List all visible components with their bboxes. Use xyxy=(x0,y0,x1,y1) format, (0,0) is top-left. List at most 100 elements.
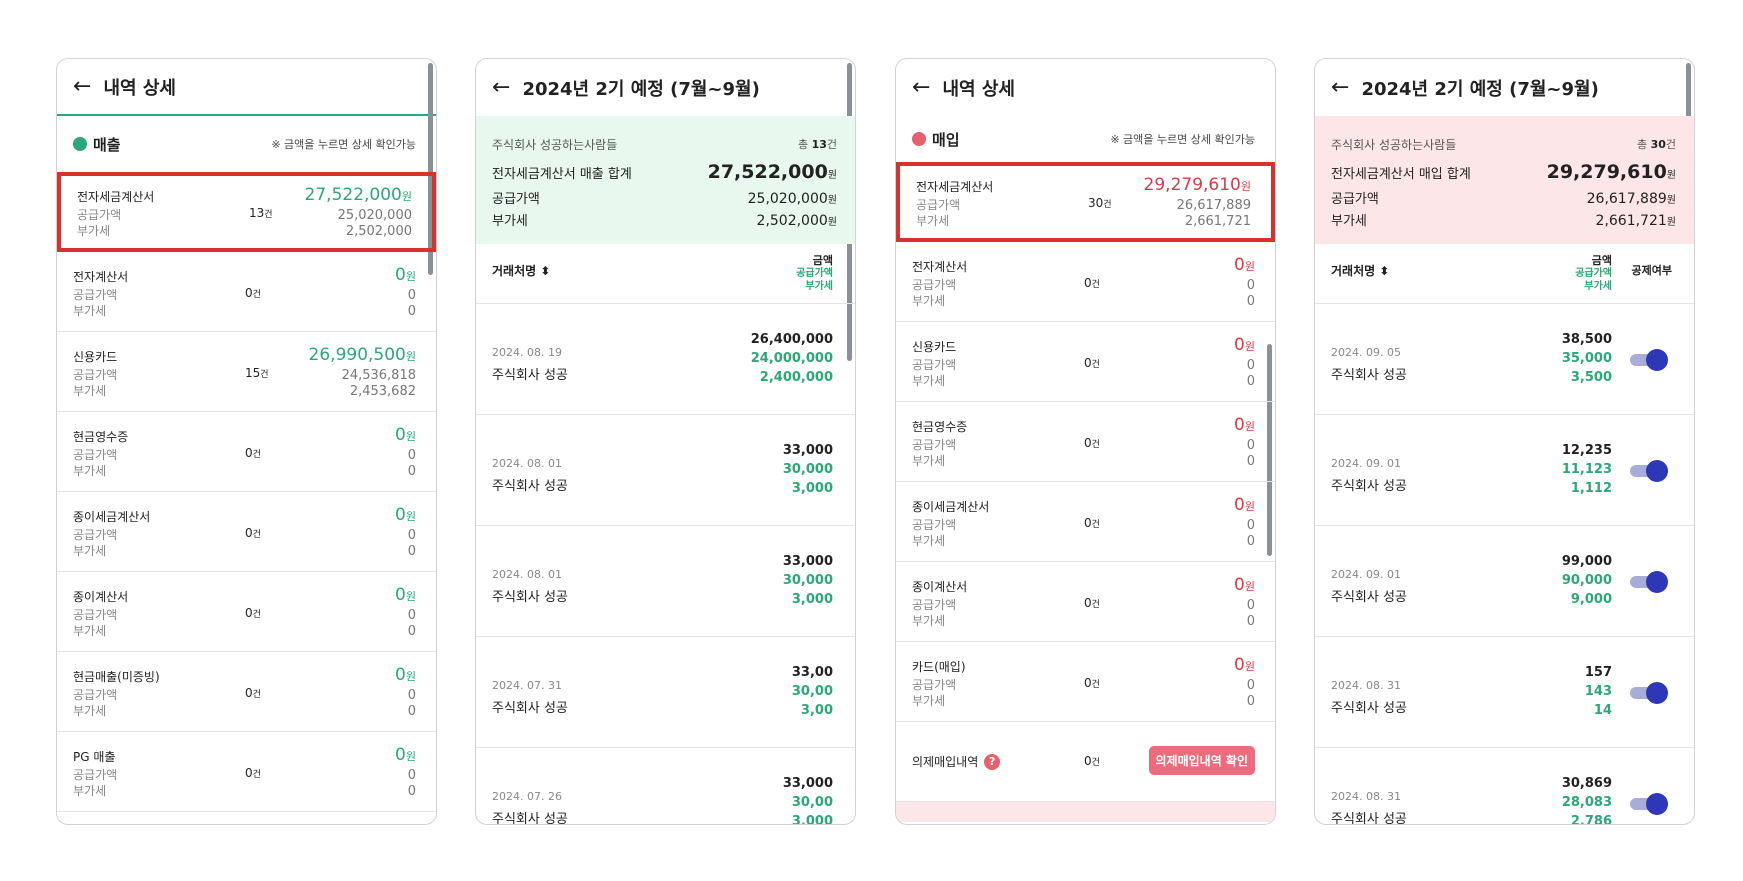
table-row[interactable]: 2024. 07. 31 주식회사 성공 33,00 30,00 3,00 xyxy=(476,637,855,748)
row-amount[interactable]: 26,990,500원 xyxy=(309,345,416,365)
row-amount[interactable]: 0원 xyxy=(395,665,416,685)
row-vendor: 주식회사 성공 xyxy=(492,701,568,716)
deduct-toggle[interactable] xyxy=(1630,460,1668,482)
row-amount[interactable]: 0원 xyxy=(1234,335,1255,355)
supply-value: 0 xyxy=(407,688,416,703)
supply-value: 26,617,889 xyxy=(1176,198,1251,213)
count-unit: 건 xyxy=(1091,280,1100,290)
summary-row[interactable]: 종이계산서 공급가액 부가세 0건 0원 0 0 xyxy=(57,572,436,652)
row-count: 0건 xyxy=(245,766,261,780)
summary-row[interactable]: 종이세금계산서 공급가액 부가세 0건 0원 0 0 xyxy=(896,482,1275,562)
tax-label: 부가세 xyxy=(73,544,107,558)
row-amount[interactable]: 0원 xyxy=(1234,255,1255,275)
count-value: 15 xyxy=(245,366,261,380)
back-arrow-icon[interactable]: ← xyxy=(492,75,511,100)
summary-row-highlighted[interactable]: 전자세금계산서 공급가액 부가세 13건 27,522,000원 25,020,000 2,… xyxy=(57,172,436,252)
summary-row[interactable]: 종이세금계산서 공급가액 부가세 0건 0원 0 0 xyxy=(57,492,436,572)
row-tax: 2,786 xyxy=(1570,814,1612,825)
amount-value: 0 xyxy=(395,425,406,445)
won-unit: 원 xyxy=(1244,420,1255,433)
row-amount[interactable]: 0원 xyxy=(395,265,416,285)
help-icon[interactable]: ? xyxy=(984,753,1001,770)
summary-row[interactable]: 현금매출(미증빙) 공급가액 부가세 0건 0원 0 0 xyxy=(57,652,436,732)
summary-row[interactable]: 현금영수증 공급가액 부가세 0건 0원 0 0 xyxy=(57,412,436,492)
sales-summary-panel: ← 내역 상세 매출 ※ 금액을 누르면 상세 확인가능 전자세금계산서 공급가액… xyxy=(56,58,437,825)
row-vendor: 주식회사 성공 xyxy=(492,812,568,825)
row-amount[interactable]: 29,279,610원 xyxy=(1144,175,1251,195)
won-unit: 원 xyxy=(1244,260,1255,273)
sort-icon[interactable]: ⬍ xyxy=(1379,264,1390,278)
hint-note: ※ 금액을 누르면 상세 확인가능 xyxy=(1110,133,1255,146)
table-row[interactable]: 2024. 09. 05 주식회사 성공 38,500 35,000 3,500 xyxy=(1315,304,1694,415)
vendor-column-header[interactable]: 거래처명 ⬍ xyxy=(492,264,551,278)
row-count: 0건 xyxy=(1084,516,1100,530)
sort-icon[interactable]: ⬍ xyxy=(540,264,551,278)
row-amount[interactable]: 0원 xyxy=(395,585,416,605)
row-vendor: 주식회사 성공 xyxy=(492,590,568,605)
summary-row[interactable]: 현금영수증 공급가액 부가세 0건 0원 0 0 xyxy=(896,402,1275,482)
back-arrow-icon[interactable]: ← xyxy=(1331,75,1350,100)
supply-value: 0 xyxy=(407,608,416,623)
count-unit: 건 xyxy=(252,770,261,780)
row-amount[interactable]: 27,522,000원 xyxy=(305,185,412,205)
table-row[interactable]: 2024. 08. 31 주식회사 성공 157 143 14 xyxy=(1315,637,1694,748)
row-count: 0건 xyxy=(245,526,261,540)
tax-value: 0 xyxy=(407,624,416,639)
scrollbar[interactable] xyxy=(1267,344,1272,556)
supply-label: 공급가액 xyxy=(912,598,957,612)
summary-row[interactable]: 카드(매입) 공급가액 부가세 0건 0원 0 0 xyxy=(896,642,1275,722)
amount-value: 0 xyxy=(1234,415,1245,435)
supply-value: 0 xyxy=(407,448,416,463)
row-vendor: 주식회사 성공 xyxy=(1331,479,1407,494)
table-row[interactable]: 2024. 08. 19 주식회사 성공 26,400,000 24,000,000 2… xyxy=(476,304,855,415)
won-unit: 원 xyxy=(405,750,416,763)
amount-value: 0 xyxy=(395,665,406,685)
summary-row[interactable]: 신용카드 공급가액 부가세 15건 26,990,500원 24,536,818 2,453… xyxy=(57,332,436,412)
vendor-column-header[interactable]: 거래처명 ⬍ xyxy=(1331,264,1390,278)
table-row[interactable]: 2024. 08. 01 주식회사 성공 33,000 30,000 3,000 xyxy=(476,526,855,637)
category-header: 매입 ※ 금액을 누르면 상세 확인가능 xyxy=(896,116,1275,162)
scrollbar[interactable] xyxy=(428,63,433,275)
table-row[interactable]: 2024. 08. 31 주식회사 성공 30,869 28,083 2,786 xyxy=(1315,748,1694,825)
summary-row-highlighted[interactable]: 전자세금계산서 공급가액 부가세 30건 29,279,610원 26,617,889 2,… xyxy=(896,162,1275,242)
back-arrow-icon[interactable]: ← xyxy=(912,75,931,100)
sum-label: 전자세금계산서 매입 합계 xyxy=(1331,167,1471,182)
row-count: 0건 xyxy=(245,606,261,620)
tax-label: 부가세 xyxy=(912,294,946,308)
row-date: 2024. 08. 31 xyxy=(1331,790,1401,803)
summary-row[interactable]: PG 매출 공급가액 부가세 0건 0원 0 0 xyxy=(57,732,436,812)
summary-box: 주식회사 성공하는사람들 총 30건 전자세금계산서 매입 합계 29,279,6… xyxy=(1315,116,1694,244)
purchase-detail-panel: ← 2024년 2기 예정 (7월~9월) 주식회사 성공하는사람들 총 30건… xyxy=(1314,58,1695,825)
deduct-toggle[interactable] xyxy=(1630,349,1668,371)
summary-row[interactable]: 전자계산서 공급가액 부가세 0건 0원 0 0 xyxy=(896,242,1275,322)
row-amount[interactable]: 0원 xyxy=(1234,575,1255,595)
won-unit: 원 xyxy=(405,430,416,443)
summary-row[interactable]: 전자계산서 공급가액 부가세 0건 0원 0 0 xyxy=(57,252,436,332)
row-date: 2024. 08. 31 xyxy=(1331,679,1401,692)
tax-label: 부가세 xyxy=(73,704,107,718)
row-tax: 1,112 xyxy=(1570,481,1612,496)
summary-row[interactable]: 신용카드 공급가액 부가세 0건 0원 0 0 xyxy=(896,322,1275,402)
row-amount[interactable]: 0원 xyxy=(395,505,416,525)
row-amount[interactable]: 0원 xyxy=(395,745,416,765)
table-row[interactable]: 2024. 09. 01 주식회사 성공 99,000 90,000 9,000 xyxy=(1315,526,1694,637)
tax-value: 2,661,721원 xyxy=(1595,213,1676,229)
table-row[interactable]: 2024. 08. 01 주식회사 성공 33,000 30,000 3,000 xyxy=(476,415,855,526)
row-amount[interactable]: 0원 xyxy=(395,425,416,445)
table-row[interactable]: 2024. 07. 26 주식회사 성공 33,000 30,00 3,000 xyxy=(476,748,855,825)
row-amount[interactable]: 0원 xyxy=(1234,495,1255,515)
row-amount[interactable]: 0원 xyxy=(1234,655,1255,675)
deemed-purchase-button[interactable]: 의제매입내역 확인 xyxy=(1148,746,1255,775)
table-row[interactable]: 2024. 09. 01 주식회사 성공 12,235 11,123 1,112 xyxy=(1315,415,1694,526)
back-arrow-icon[interactable]: ← xyxy=(73,74,92,99)
supply-label: 공급가액 xyxy=(77,208,122,222)
row-amount: 33,00 xyxy=(791,665,833,680)
summary-row[interactable]: 종이계산서 공급가액 부가세 0건 0원 0 0 xyxy=(896,562,1275,642)
row-amount[interactable]: 0원 xyxy=(1234,415,1255,435)
deduct-toggle[interactable] xyxy=(1630,682,1668,704)
deduct-toggle[interactable] xyxy=(1630,571,1668,593)
amount-value: 26,990,500 xyxy=(308,345,406,365)
supply-value: 0 xyxy=(1246,598,1255,613)
deduct-toggle[interactable] xyxy=(1630,793,1668,815)
row-count: 30건 xyxy=(1088,196,1112,210)
